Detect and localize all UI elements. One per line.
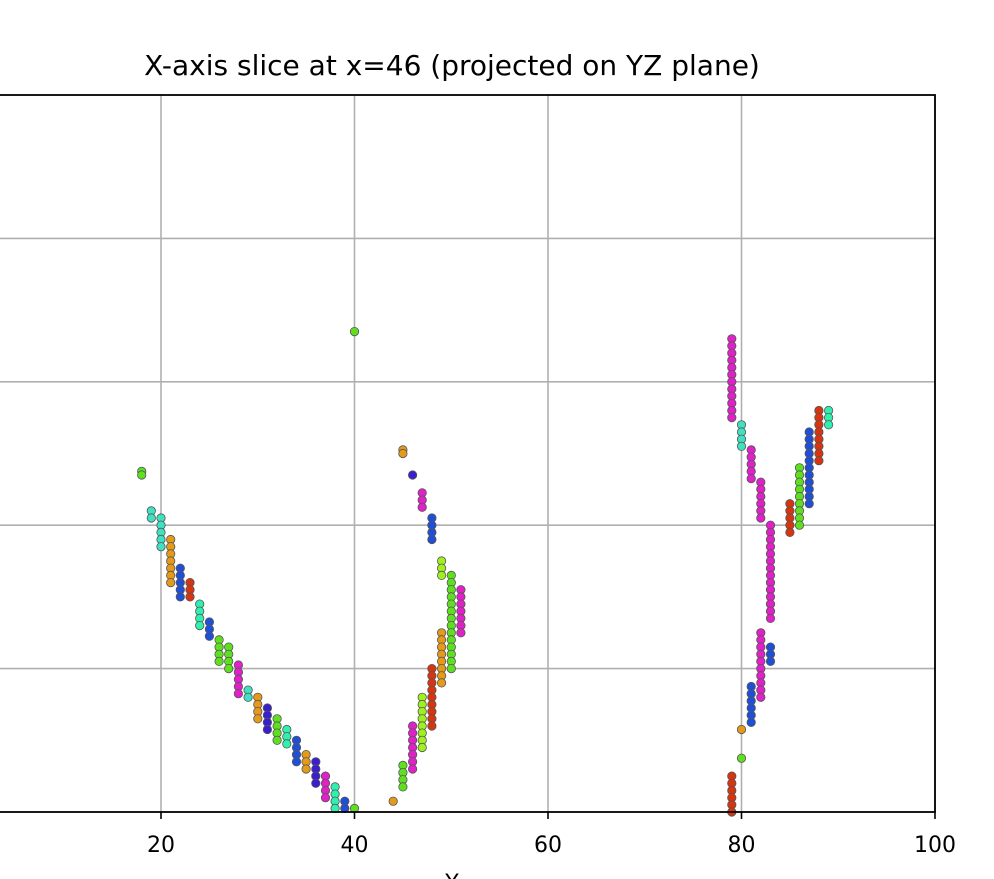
data-point [291,757,302,767]
grid [0,95,936,812]
data-point [427,534,437,545]
data-point [146,513,156,523]
data-point [727,412,737,423]
data-point [436,678,447,688]
data-point [417,742,427,753]
chart-title: X-axis slice at x=46 (projected on YZ pl… [144,49,760,82]
data-point [398,782,408,792]
data-point [436,570,447,581]
data-point [746,717,756,728]
plot-frame [0,94,936,813]
data-point [823,420,834,430]
data-point [456,628,466,638]
data-points [137,326,834,817]
data-point [243,692,253,702]
data-point [765,613,776,624]
data-point [253,714,263,724]
data-point [301,764,311,774]
data-point [204,631,214,641]
data-point [137,470,147,480]
data-point [156,542,166,552]
data-point [736,724,747,735]
data-point [272,735,282,745]
data-point [765,656,776,667]
data-point [282,739,292,749]
x-tick-label: 80 [728,833,756,858]
data-point [195,620,205,631]
data-point [349,326,360,337]
data-point [214,656,224,667]
data-point [736,753,747,763]
data-point [756,692,766,702]
data-point [427,721,437,731]
data-point [785,527,795,538]
data-point [224,663,234,674]
data-point [446,663,456,674]
data-point [407,470,418,480]
x-tick-label: 100 [914,833,956,858]
data-point [175,592,185,602]
x-tick-label: 60 [534,833,562,858]
data-point [756,513,766,523]
data-point [185,592,195,602]
data-point [417,502,427,512]
data-point [814,456,824,466]
data-point [233,689,243,699]
data-point [398,448,408,459]
x-tick-label: 40 [341,833,369,858]
x-axis-ticks: 20 40 60 80 100 [147,812,956,858]
data-point [794,520,805,530]
data-point [388,796,398,806]
data-point [736,441,747,451]
data-point [804,499,814,509]
x-tick-label: 20 [147,833,175,858]
data-point [166,577,176,588]
data-point [407,764,418,774]
x-axis-label: Y [444,871,459,879]
data-point [311,778,321,788]
data-point [746,473,756,484]
data-point [262,724,272,735]
data-point [320,793,331,803]
